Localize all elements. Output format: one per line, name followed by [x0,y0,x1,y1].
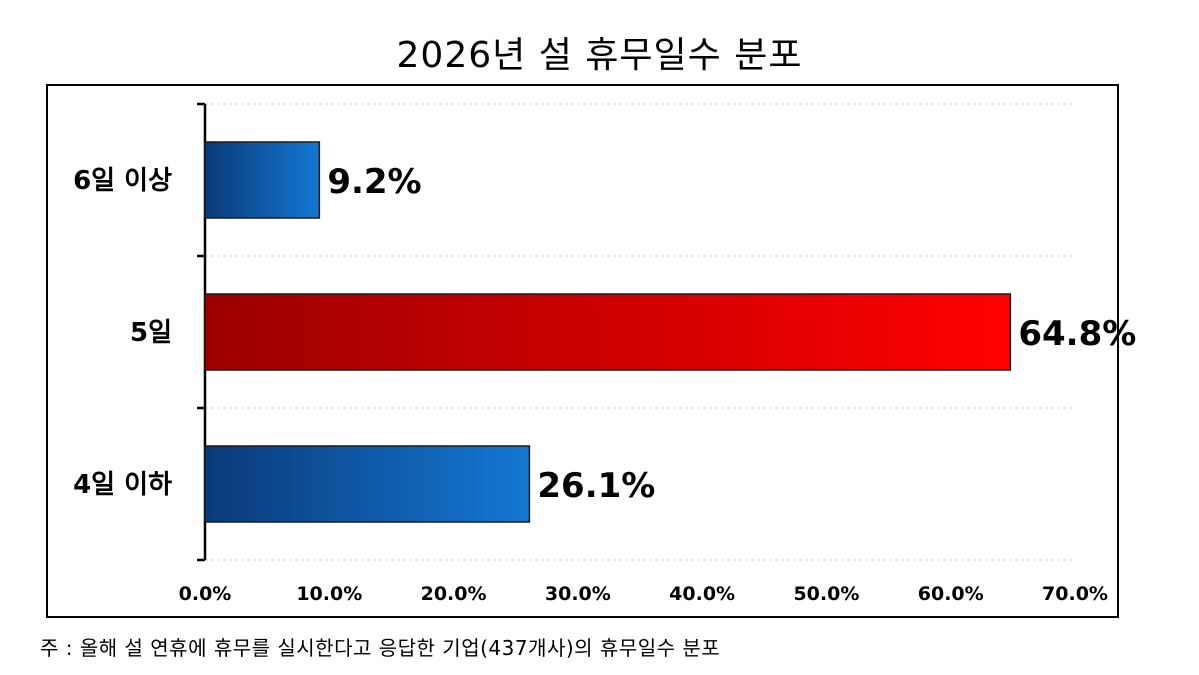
bars [204,141,1012,523]
category-label: 6일 이상 [73,166,172,196]
x-tick-label: 50.0% [793,583,859,605]
category-axis [197,102,207,562]
labels: 9.2% 6일 이상 64.8% 5일 26.1% 4일 이하 0.0% 10.0% 20.0%… [73,162,1136,605]
x-tick-label: 10.0% [296,583,362,605]
x-tick-label: 20.0% [421,583,487,605]
bar [204,141,321,219]
gridlines [205,103,1075,561]
bar [204,445,531,523]
bar [204,293,1012,371]
footnote: 주 : 올해 설 연휴에 휴무를 실시한다고 응답한 기업(437개사)의 휴무… [40,636,721,660]
x-tick-label: 0.0% [179,583,232,605]
x-tick-label: 70.0% [1042,583,1108,605]
data-label: 9.2% [327,162,421,202]
plot-frame [46,84,1119,618]
chart-title: 2026년 설 휴무일수 분포 [396,35,803,76]
x-tick-label: 40.0% [669,583,735,605]
data-label: 26.1% [537,466,655,506]
data-label: 64.8% [1018,314,1136,354]
x-tick-label: 60.0% [918,583,984,605]
category-label: 5일 [130,318,172,348]
x-tick-label: 30.0% [545,583,611,605]
category-label: 4일 이하 [73,470,172,500]
